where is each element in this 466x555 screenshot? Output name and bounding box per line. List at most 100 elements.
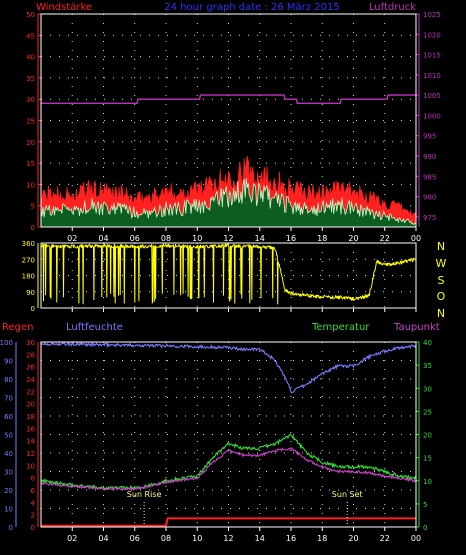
chart-title: 24 hour graph date : 26 März 2015 — [164, 2, 339, 13]
wind-direction-panel: 0 90 180 270 360 — [22, 240, 417, 313]
direction-tick-label: 90 — [26, 289, 35, 297]
wind-tick-label: 15 — [26, 160, 35, 168]
climate-x-tick-label: 14 — [255, 534, 265, 543]
rain-tick-label: 6 — [31, 487, 36, 495]
climate-panel: 0102030405060708090100024681012141618202… — [0, 339, 432, 543]
rain-tick-label: 12 — [26, 450, 35, 458]
pressure-tick-label: 975 — [423, 214, 436, 222]
climate-x-tick-label: 18 — [317, 534, 327, 543]
rain-tick-label: 24 — [26, 376, 35, 384]
wind-x-tick-label: 20 — [348, 234, 358, 243]
temperature-series — [40, 433, 417, 491]
climate-x-tick-label: 04 — [98, 534, 108, 543]
wind-x-tick-label: 18 — [317, 234, 327, 243]
temperature-tick-label: 40 — [423, 339, 432, 347]
wind-x-tick-label: 04 — [98, 234, 108, 243]
compass-n-bottom: N — [437, 307, 445, 320]
wind-direction-series — [40, 243, 417, 305]
rain-series — [41, 517, 416, 527]
compass-s: S — [438, 274, 445, 287]
climate-x-tick-label: 08 — [161, 534, 171, 543]
rain-tick-label: 30 — [26, 339, 35, 347]
wind-x-tick-label: 02 — [67, 234, 77, 243]
rain-tick-label: 22 — [26, 388, 35, 396]
compass-n-top: N — [437, 240, 445, 253]
humidity-tick-label: 50 — [4, 432, 13, 440]
climate-x-tick-label: 06 — [130, 534, 140, 543]
rain-tick-label: 8 — [31, 475, 35, 483]
pressure-series — [41, 94, 416, 105]
rain-tick-label: 10 — [26, 462, 35, 470]
humidity-axis-title: Luftfeuchte — [66, 322, 123, 333]
wind-tick-label: 20 — [26, 139, 35, 147]
pressure-tick-label: 1015 — [423, 52, 441, 60]
pressure-tick-label: 1025 — [423, 11, 441, 19]
pressure-tick-label: 1000 — [423, 112, 441, 120]
climate-x-tick-label: 20 — [348, 534, 358, 543]
temperature-axis-title: Temperatur — [311, 322, 370, 333]
wind-tick-label: 0 — [31, 224, 35, 232]
climate-x-tick-label: 16 — [286, 534, 296, 543]
temperature-tick-label: 20 — [423, 432, 432, 440]
wind-x-tick-label: 06 — [130, 234, 140, 243]
wind-pressure-panel: 0510152025303540455097598098599099510001… — [26, 11, 441, 243]
humidity-tick-label: 40 — [4, 450, 13, 458]
direction-tick-label: 270 — [22, 256, 35, 264]
wind-tick-label: 50 — [26, 11, 35, 19]
wind-tick-label: 45 — [26, 32, 35, 40]
pressure-tick-label: 990 — [423, 153, 436, 161]
temperature-tick-label: 0 — [423, 524, 427, 532]
wind-tick-label: 25 — [26, 118, 35, 126]
rain-tick-label: 14 — [26, 438, 35, 446]
rain-tick-label: 4 — [31, 499, 36, 507]
dewpoint-series — [40, 446, 416, 491]
rain-tick-label: 20 — [26, 401, 35, 409]
pressure-tick-label: 980 — [423, 194, 436, 202]
rain-tick-label: 26 — [26, 364, 35, 372]
direction-tick-label: 360 — [22, 240, 35, 248]
temperature-tick-label: 15 — [423, 455, 432, 463]
climate-x-tick-label: 12 — [223, 534, 233, 543]
temperature-tick-label: 35 — [423, 362, 432, 370]
rain-tick-label: 2 — [31, 512, 35, 520]
rain-tick-label: 18 — [26, 413, 35, 421]
climate-x-tick-label: 22 — [380, 534, 390, 543]
pressure-tick-label: 1020 — [423, 31, 441, 39]
pressure-tick-label: 985 — [423, 173, 436, 181]
sunrise-label: Sun Rise — [127, 490, 162, 499]
humidity-tick-label: 60 — [4, 413, 13, 421]
dewpoint-axis-title: Taupunkt — [393, 322, 440, 333]
pressure-tick-label: 1005 — [423, 92, 441, 100]
humidity-tick-label: 70 — [4, 395, 13, 403]
climate-x-tick-label: 02 — [67, 534, 77, 543]
humidity-tick-label: 0 — [9, 524, 13, 532]
wind-x-tick-label: 10 — [192, 234, 202, 243]
compass-w: W — [436, 257, 447, 270]
wind-x-tick-label: 14 — [255, 234, 265, 243]
wind-tick-label: 40 — [26, 54, 35, 62]
climate-x-tick-label: 10 — [192, 534, 202, 543]
wind-tick-label: 35 — [26, 75, 35, 83]
rain-tick-label: 16 — [26, 425, 35, 433]
humidity-tick-label: 90 — [4, 358, 13, 366]
temperature-tick-label: 30 — [423, 385, 432, 393]
humidity-tick-label: 80 — [4, 376, 13, 384]
rain-tick-label: 28 — [26, 351, 35, 359]
wind-x-tick-label: 12 — [223, 234, 233, 243]
wind-tick-label: 30 — [26, 96, 35, 104]
humidity-tick-label: 100 — [0, 339, 13, 347]
wind-x-tick-label: 22 — [380, 234, 390, 243]
wind-axis-title: Windstärke — [36, 2, 92, 13]
rain-axis-title: Regen — [2, 322, 34, 333]
humidity-tick-label: 10 — [4, 506, 13, 514]
rain-tick-label: 0 — [31, 524, 35, 532]
wind-tick-label: 5 — [31, 203, 35, 211]
compass-o: O — [437, 290, 446, 303]
humidity-series — [40, 341, 417, 394]
sunset-label: Sun Set — [332, 490, 363, 499]
wind-tick-label: 10 — [26, 181, 35, 189]
pressure-axis-title: Luftdruck — [369, 2, 416, 13]
pressure-tick-label: 1010 — [423, 72, 441, 80]
wind-x-tick-label: 08 — [161, 234, 171, 243]
